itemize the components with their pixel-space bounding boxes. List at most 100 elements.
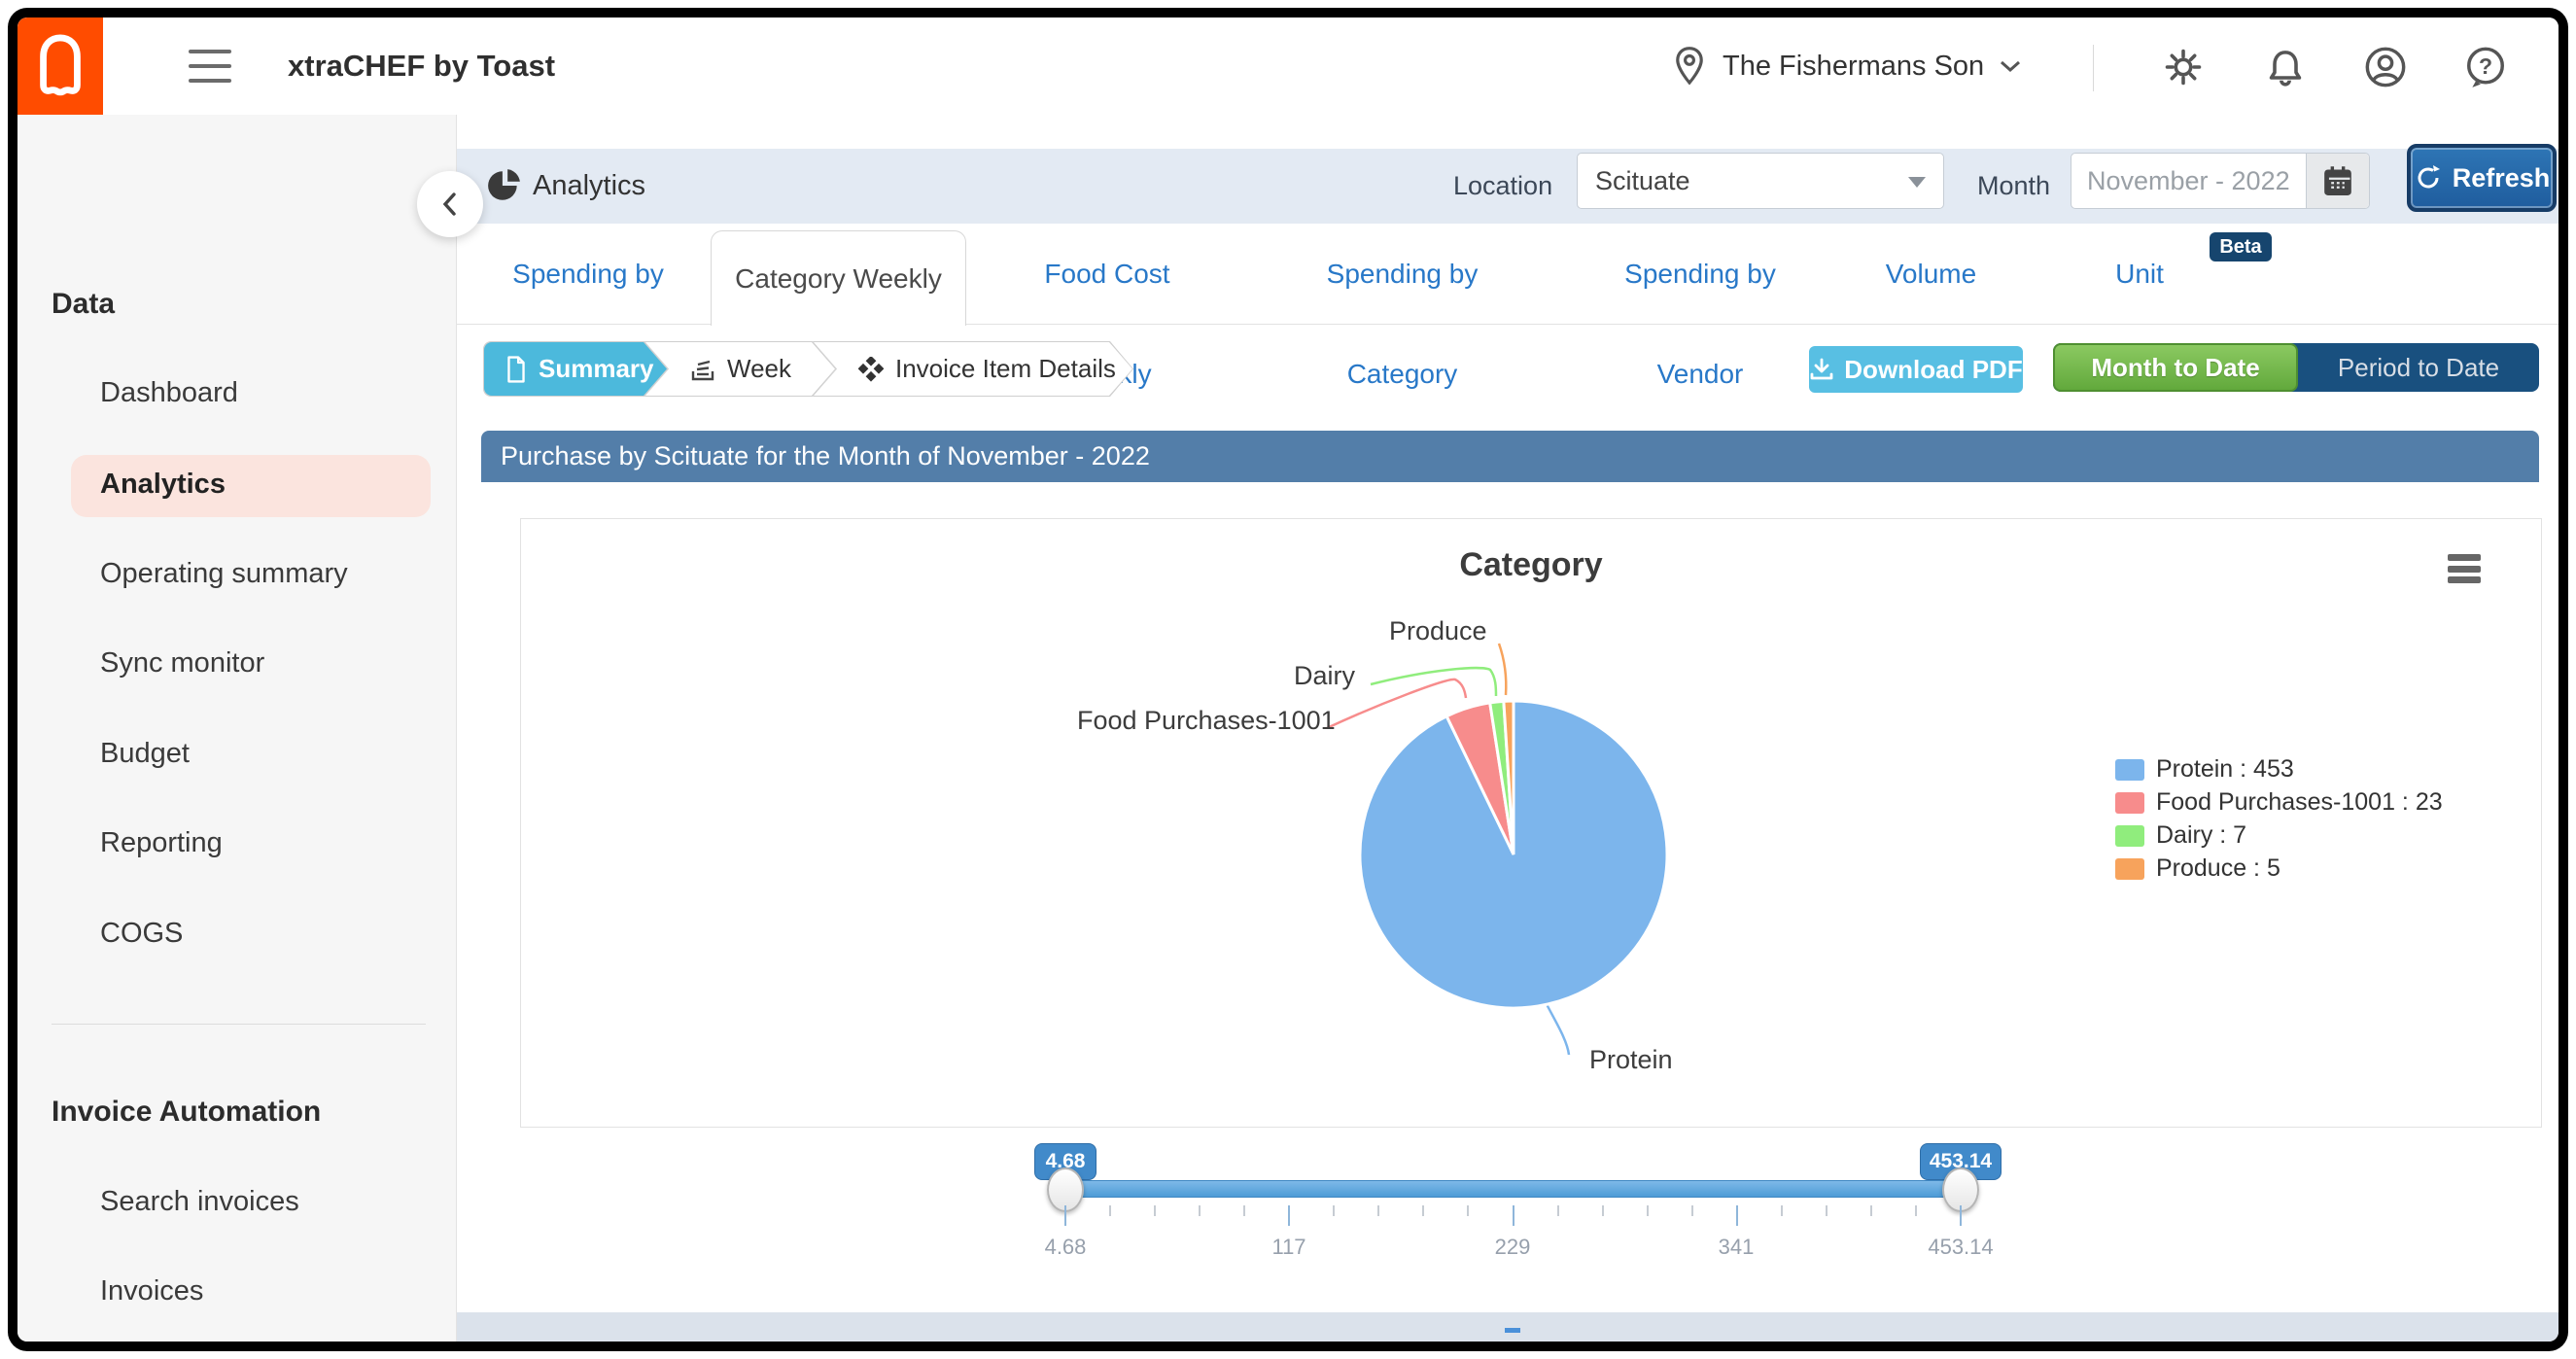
app-window: xtraCHEF by Toast The Fishermans Son — [17, 17, 2559, 1342]
legend-swatch-protein — [2115, 758, 2144, 781]
slider-tick-label: 453.14 — [1928, 1235, 1994, 1259]
step-week-label: Week — [727, 354, 791, 383]
date-range-toggle: Month to Date Period to Date — [2053, 343, 2539, 392]
location-label: Location — [1453, 171, 1553, 200]
menu-icon[interactable] — [189, 50, 231, 83]
pie-label-protein: Protein — [1589, 1045, 1673, 1074]
bell-icon — [2264, 46, 2307, 88]
tab-spending-by-category[interactable]: Spending by Category — [1326, 259, 1479, 389]
next-section-edge — [457, 1312, 2559, 1342]
download-icon — [1809, 357, 1834, 382]
chevron-down-icon — [1998, 57, 2023, 75]
sidebar-item-sync-monitor[interactable]: Sync monitor — [100, 647, 265, 679]
pie-label-dairy: Dairy — [1294, 661, 1356, 690]
slider-ticks — [1064, 1205, 1962, 1227]
stack-icon — [690, 357, 715, 382]
select-caret-icon — [1908, 177, 1926, 188]
restaurant-name: The Fishermans Son — [1723, 50, 1985, 82]
sidebar-item-search-invoices[interactable]: Search invoices — [100, 1186, 299, 1217]
sidebar-item-budget[interactable]: Budget — [100, 738, 190, 769]
legend-swatch-food-purchases — [2115, 791, 2144, 814]
account-button[interactable] — [2363, 45, 2408, 89]
chart-context-menu-button[interactable] — [2448, 554, 2481, 583]
download-pdf-button[interactable]: Download PDF — [1809, 346, 2023, 393]
user-icon — [2363, 45, 2408, 89]
step-summary[interactable]: Summary — [483, 341, 668, 397]
slider-tick-label: 229 — [1494, 1235, 1531, 1259]
month-picker: November - 2022 — [2071, 153, 2370, 209]
chevron-left-icon — [438, 190, 462, 219]
slider-min-value-bubble: 4.68 — [1034, 1143, 1097, 1180]
legend-item-food-purchases[interactable]: Food Purchases-1001 : 23 — [2115, 788, 2443, 817]
tab-spending-by-gl[interactable]: Spending by GL — [512, 259, 664, 389]
sidebar-item-reporting[interactable]: Reporting — [100, 827, 223, 858]
bread-icon — [30, 32, 90, 100]
active-item-highlight — [71, 455, 431, 517]
sidebar-collapse-button[interactable] — [417, 171, 483, 237]
slider-handle-max[interactable] — [1942, 1167, 1979, 1212]
month-label: Month — [1977, 171, 2051, 200]
slider-tick-label: 4.68 — [1044, 1235, 1087, 1259]
step-summary-label: Summary — [539, 354, 654, 383]
legend-item-dairy[interactable]: Dairy : 7 — [2115, 821, 2443, 850]
tab-category-weekly[interactable]: Category Weekly — [711, 230, 966, 326]
location-pin-icon — [1670, 45, 1709, 87]
step-invoice-item-details[interactable]: Invoice Item Details — [813, 341, 1133, 397]
month-input[interactable]: November - 2022 — [2087, 166, 2290, 195]
sidebar-item-analytics[interactable]: Analytics — [100, 469, 226, 500]
header-divider — [2093, 45, 2094, 91]
location-select-value: Scituate — [1595, 166, 1690, 195]
window-frame: xtraCHEF by Toast The Fishermans Son — [8, 8, 2568, 1351]
pie-label-food-purchases: Food Purchases-1001 — [1077, 706, 1336, 735]
pie-chart[interactable] — [1290, 631, 1737, 1078]
refresh-icon — [2414, 163, 2443, 192]
sidebar-section-data: Data — [52, 288, 116, 320]
diamonds-icon — [858, 357, 884, 382]
period-to-date-button[interactable]: Period to Date — [2337, 352, 2500, 382]
sidebar: Data Dashboard Analytics Operating summa… — [17, 115, 457, 1342]
beta-badge: Beta — [2210, 232, 2272, 261]
tabs-underline — [457, 324, 2559, 325]
tab-unit-comparison[interactable]: Unit Comparison — [2067, 259, 2213, 389]
step-details-label: Invoice Item Details — [895, 354, 1116, 383]
calendar-button[interactable] — [2306, 154, 2369, 208]
slider-track[interactable] — [1065, 1180, 1961, 1198]
top-header: xtraCHEF by Toast The Fishermans Son — [17, 17, 2559, 115]
notifications-button[interactable] — [2263, 45, 2308, 89]
legend-swatch-produce — [2115, 857, 2144, 880]
download-pdf-label: Download PDF — [1844, 354, 2023, 384]
legend-label: Protein : 453 — [2156, 755, 2294, 783]
legend-label: Dairy : 7 — [2156, 821, 2247, 849]
gear-icon — [2162, 46, 2205, 88]
refresh-button[interactable]: Refresh — [2407, 144, 2557, 212]
legend-label: Food Purchases-1001 : 23 — [2156, 788, 2443, 816]
tab-spending-by-vendor[interactable]: Spending by Vendor — [1624, 259, 1776, 389]
slider-tick-label: 341 — [1718, 1235, 1755, 1259]
sidebar-item-dashboard[interactable]: Dashboard — [100, 377, 238, 408]
sidebar-section-invoice-automation: Invoice Automation — [52, 1096, 322, 1128]
legend-label: Produce : 5 — [2156, 854, 2280, 882]
sidebar-item-cogs[interactable]: COGS — [100, 918, 184, 949]
step-week[interactable]: Week — [644, 341, 836, 397]
slider-tick-label: 117 — [1271, 1235, 1306, 1259]
location-select[interactable]: Scituate — [1577, 153, 1944, 209]
legend-item-protein[interactable]: Protein : 453 — [2115, 755, 2443, 784]
svg-text:?: ? — [2479, 53, 2492, 79]
sidebar-item-invoices[interactable]: Invoices — [100, 1275, 204, 1307]
refresh-label: Refresh — [2452, 162, 2551, 192]
chart-title: Category — [1459, 546, 1603, 583]
restaurant-selector[interactable]: The Fishermans Son — [1670, 17, 2023, 115]
chart-legend: Protein : 453 Food Purchases-1001 : 23 D… — [2115, 755, 2443, 883]
tab-volume[interactable]: Volume — [1885, 259, 1977, 289]
analytics-pie-icon — [486, 167, 523, 204]
help-button[interactable]: ? — [2463, 45, 2508, 89]
toast-logo[interactable] — [17, 17, 103, 115]
month-to-date-button[interactable]: Month to Date — [2053, 343, 2298, 392]
sidebar-divider — [52, 1024, 426, 1025]
document-icon — [505, 356, 527, 383]
tab-food-cost-weekly[interactable]: Food Cost Weekly — [1044, 259, 1170, 389]
legend-item-produce[interactable]: Produce : 5 — [2115, 854, 2443, 883]
calendar-icon — [2322, 164, 2353, 197]
sidebar-item-operating-summary[interactable]: Operating summary — [100, 558, 348, 589]
settings-button[interactable] — [2161, 45, 2206, 89]
